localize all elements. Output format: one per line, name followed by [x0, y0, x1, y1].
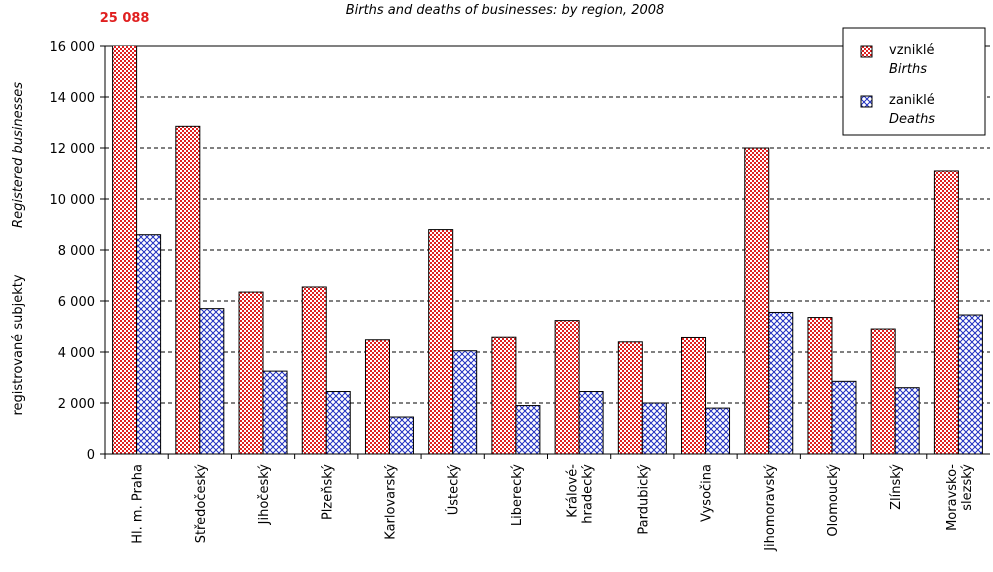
x-tick-label: Karlovarský: [383, 464, 398, 540]
y-tick-label: 10 000: [50, 193, 96, 208]
legend-swatch: [860, 95, 873, 108]
y-tick-label: 0: [87, 448, 95, 463]
x-tick-label: Liberecký: [510, 464, 525, 526]
bar: [325, 391, 351, 454]
x-tick-label: Plzeňský: [320, 464, 335, 520]
x-tick-label: Ústecký: [446, 464, 462, 516]
y-tick-label: 14 000: [50, 91, 96, 106]
y-label: registrované subjekty: [11, 274, 26, 415]
x-tick-label-group: Jihočeský: [257, 464, 272, 526]
bar: [933, 170, 959, 454]
bar: [554, 320, 580, 454]
y-tick-label: 2 000: [58, 397, 95, 412]
x-tick-label-group: Hl. m. Praha: [131, 464, 146, 544]
bar: [831, 380, 857, 454]
bar: [894, 387, 920, 454]
bar: [262, 370, 288, 454]
bar: [238, 291, 264, 454]
bar: [617, 341, 643, 454]
y-label-en: Registered businesses: [11, 82, 26, 228]
x-tick-label: Zlínský: [889, 464, 904, 510]
x-tick-label: Hl. m. Praha: [131, 464, 146, 544]
x-tick-label-group: Olomoucký: [826, 464, 841, 537]
x-tick-label-group: Pardubický: [636, 464, 651, 535]
bar: [641, 402, 667, 454]
bar: [957, 314, 983, 454]
y-tick-label: 4 000: [58, 346, 95, 361]
x-tick-label-group: Moravsko-slezský: [945, 464, 975, 531]
bar: [364, 339, 390, 454]
bar: [705, 407, 731, 454]
x-tick-label: Olomoucký: [826, 464, 841, 537]
x-tick-label-group: Ústecký: [446, 464, 462, 516]
chart-title: Births and deaths of businesses: by regi…: [346, 3, 665, 18]
x-tick-label-group: Jihomoravský: [763, 464, 778, 552]
x-tick-label-group: Karlovarský: [383, 464, 398, 540]
bar: [744, 147, 770, 454]
bar: [515, 405, 541, 454]
y-tick-label: 8 000: [58, 244, 95, 259]
x-tick-label: Středočeský: [194, 464, 209, 544]
bar: [112, 46, 138, 454]
bar: [578, 391, 604, 454]
y-axis-title: registrované subjekty Registered busines…: [11, 82, 26, 416]
bar: [199, 308, 225, 454]
bar: [768, 311, 794, 454]
y-tick-label: 16 000: [50, 40, 96, 55]
bar: [428, 229, 454, 454]
bar: [388, 416, 414, 454]
x-tick-label: Králové-hradecký: [566, 464, 596, 524]
bar: [175, 125, 201, 454]
legend-label-en: Deaths: [889, 112, 935, 127]
x-tick-label: Jihomoravský: [763, 464, 778, 552]
y-tick-label: 6 000: [58, 295, 95, 310]
bar: [870, 328, 896, 454]
x-tick-label: Pardubický: [636, 464, 651, 535]
x-tick-label: Moravsko-slezský: [945, 464, 975, 531]
x-tick-label-group: Středočeský: [194, 464, 209, 544]
legend-label: vzniklé: [889, 43, 935, 58]
x-tick-label: Jihočeský: [257, 464, 272, 526]
bar: [136, 234, 162, 454]
legend-label-en: Births: [889, 62, 927, 77]
bar: [452, 350, 478, 454]
legend-label: zaniklé: [889, 93, 935, 108]
x-tick-label: Vysočina: [700, 464, 715, 522]
x-tick-label-group: Liberecký: [510, 464, 525, 526]
bar: [491, 336, 517, 454]
legend-swatch: [860, 45, 873, 58]
x-tick-label-group: Zlínský: [889, 464, 904, 510]
x-tick-label-group: Vysočina: [700, 464, 715, 522]
x-tick-label-group: Králové-hradecký: [566, 464, 596, 524]
bar: [301, 286, 327, 454]
value-label: 25 088: [100, 11, 150, 26]
x-tick-label-group: Plzeňský: [320, 464, 335, 520]
plot-area: [112, 46, 983, 454]
y-tick-label: 12 000: [50, 142, 96, 157]
bar: [807, 317, 833, 454]
bar: [681, 336, 707, 454]
